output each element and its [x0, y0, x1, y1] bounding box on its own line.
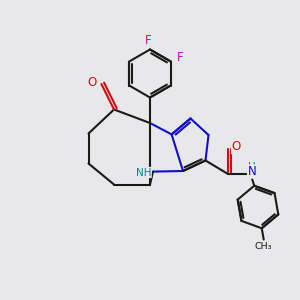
Text: NH: NH [136, 167, 151, 178]
Text: H: H [248, 161, 256, 172]
Text: O: O [88, 76, 97, 89]
Text: O: O [232, 140, 241, 154]
Text: N: N [248, 165, 256, 178]
Text: F: F [177, 51, 184, 64]
Text: CH₃: CH₃ [255, 242, 272, 250]
Text: F: F [145, 34, 152, 47]
